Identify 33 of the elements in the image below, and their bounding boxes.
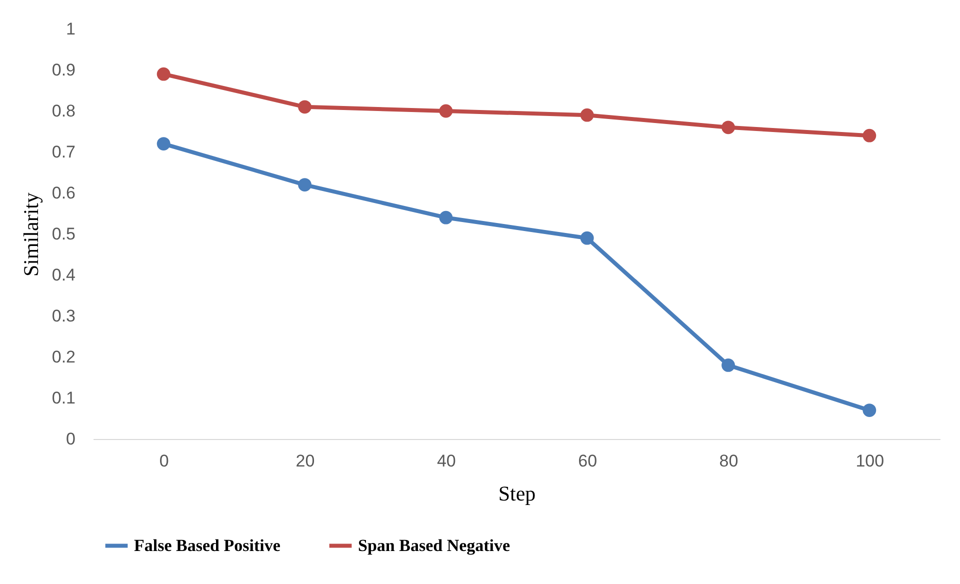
point: [298, 100, 312, 114]
point: [439, 210, 453, 224]
point: [722, 120, 735, 134]
y-tick-label: 0.1: [52, 388, 76, 408]
x-tick-label: 100: [856, 452, 884, 470]
point: [722, 358, 735, 372]
x-tick-label: 0: [159, 452, 169, 470]
y-tick-label: 0.4: [52, 266, 76, 284]
legend-label: False Based Positive: [134, 536, 281, 555]
legend-label: Span Based Negative: [358, 536, 511, 555]
point: [580, 231, 594, 245]
point: [156, 137, 170, 150]
y-tick-label: 0.2: [52, 348, 76, 366]
x-axis-title: Step: [498, 482, 536, 506]
y-tick-label: 0.6: [52, 184, 76, 202]
y-tick-label: 0.9: [52, 60, 76, 80]
point: [862, 128, 876, 142]
y-tick-label: 0: [66, 430, 76, 448]
y-axis-title: Similarity: [18, 192, 43, 276]
y-tick-label: 0.3: [52, 306, 76, 326]
x-tick-label: 20: [296, 452, 315, 470]
point: [439, 104, 453, 118]
x-tick-label: 40: [436, 452, 456, 470]
y-tick-label: 0.8: [52, 102, 76, 120]
point: [298, 178, 312, 192]
y-tick-label: 1: [66, 20, 76, 38]
y-tick-label: 0.5: [52, 224, 76, 244]
point: [156, 67, 170, 81]
x-tick-label: 60: [578, 452, 598, 470]
point: [862, 404, 876, 417]
point: [580, 108, 594, 122]
x-tick-label: 80: [719, 452, 738, 470]
y-tick-label: 0.7: [52, 142, 76, 162]
